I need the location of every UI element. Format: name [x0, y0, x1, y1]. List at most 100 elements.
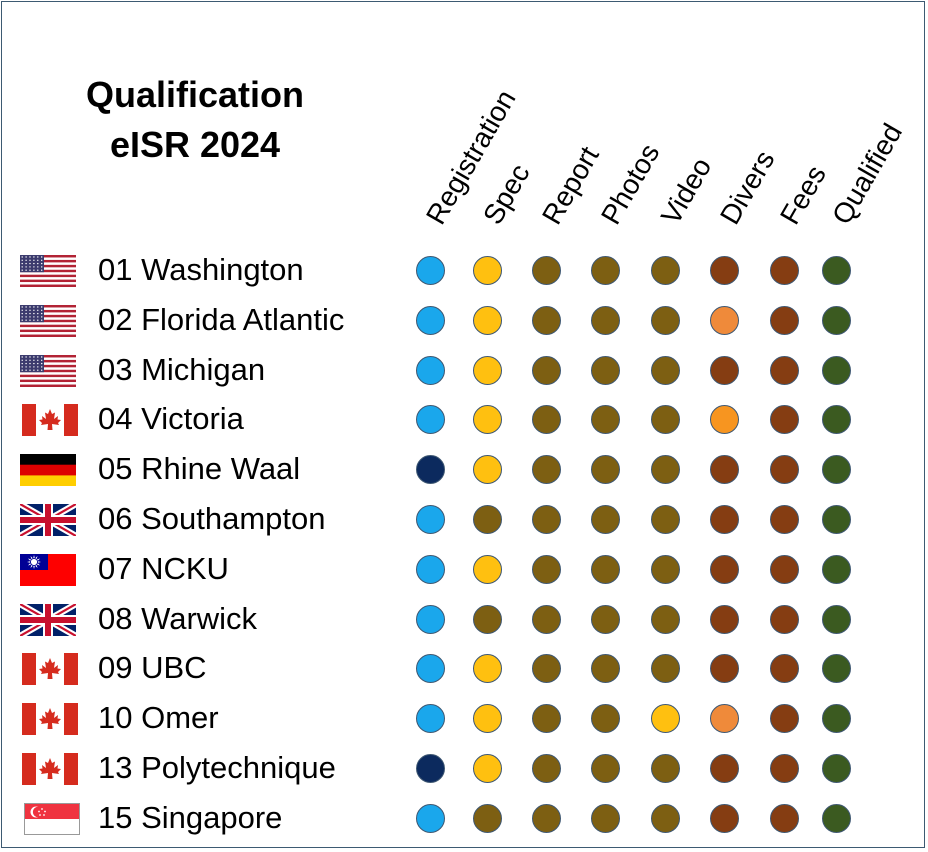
team-row: 03 Michigan: [0, 351, 928, 404]
status-dot-photos: [590, 654, 620, 684]
status-dot-fees: [769, 654, 799, 684]
status-dot-report: [531, 355, 561, 385]
team-row: 08 Warwick: [0, 600, 928, 653]
status-dot-registration: [415, 305, 445, 335]
team-label: 02 Florida Atlantic: [98, 301, 345, 337]
status-dot-video: [650, 505, 680, 534]
status-dot-fees: [769, 405, 799, 435]
team-row: 01 Washington: [0, 254, 928, 304]
status-dot-spec: [472, 505, 502, 534]
status-dot-video: [650, 405, 680, 435]
status-dot-divers: [709, 505, 739, 534]
team-label: 03 Michigan: [98, 351, 266, 387]
canada-flag-icon: [22, 753, 78, 785]
uk-flag-icon: [20, 504, 76, 536]
status-dot-divers: [709, 803, 739, 833]
title-line-2: eISR 2024: [109, 124, 281, 165]
status-dot-spec: [472, 355, 502, 385]
status-dot-registration: [415, 554, 445, 584]
status-dot-qualified: [821, 405, 851, 435]
status-dot-divers: [709, 754, 739, 783]
status-dot-photos: [590, 405, 620, 435]
status-dot-fees: [769, 256, 799, 285]
status-dot-qualified: [821, 604, 851, 634]
status-dot-fees: [769, 305, 799, 335]
status-dot-qualified: [821, 256, 851, 285]
status-dot-spec: [472, 754, 502, 783]
status-dot-fees: [769, 704, 799, 734]
team-label: 01 Washington: [98, 252, 304, 287]
status-dot-qualified: [821, 505, 851, 534]
uk-flag-icon: [20, 603, 76, 636]
team-row: 13 Polytechnique: [0, 752, 928, 802]
team-label: 10 Omer: [98, 700, 219, 736]
status-dot-report: [531, 803, 561, 833]
status-dot-divers: [709, 654, 739, 684]
status-dot-fees: [769, 604, 799, 634]
status-dot-registration: [415, 256, 445, 285]
status-dot-divers: [709, 405, 739, 435]
team-label: 08 Warwick: [98, 600, 258, 636]
status-dot-video: [650, 305, 680, 335]
team-row: 09 UBC: [0, 652, 928, 702]
status-dot-report: [531, 654, 561, 684]
status-dot-spec: [472, 256, 502, 285]
singapore-flag-icon: [24, 802, 80, 835]
status-dot-registration: [415, 405, 445, 435]
status-dot-report: [531, 405, 561, 435]
chart-title: Qualification eISR 2024: [70, 70, 320, 170]
status-dot-photos: [590, 305, 620, 335]
status-dot-divers: [709, 256, 739, 285]
team-row: 15 Singapore: [0, 801, 928, 852]
status-dot-fees: [769, 505, 799, 534]
status-dot-video: [650, 704, 680, 734]
status-dot-photos: [590, 256, 620, 285]
status-dot-divers: [709, 355, 739, 385]
status-dot-divers: [709, 305, 739, 335]
status-dot-report: [531, 505, 561, 534]
canada-flag-icon: [22, 703, 78, 736]
status-dot-photos: [590, 604, 620, 634]
status-dot-photos: [590, 754, 620, 783]
team-label: 13 Polytechnique: [98, 750, 336, 785]
status-dot-spec: [472, 305, 502, 335]
status-dot-report: [531, 604, 561, 634]
status-dot-qualified: [821, 654, 851, 684]
status-dot-registration: [415, 505, 445, 534]
status-dot-registration: [415, 704, 445, 734]
status-dot-spec: [472, 803, 502, 833]
status-dot-fees: [769, 803, 799, 833]
status-dot-report: [531, 256, 561, 285]
status-dot-spec: [472, 704, 502, 734]
taiwan-flag-icon: [20, 553, 76, 586]
team-row: 05 Rhine Waal: [0, 453, 928, 503]
status-dot-qualified: [821, 554, 851, 584]
status-dot-divers: [709, 455, 739, 485]
status-dot-photos: [590, 455, 620, 485]
status-dot-report: [531, 554, 561, 584]
status-dot-spec: [472, 554, 502, 584]
team-label: 07 NCKU: [98, 550, 229, 586]
canada-flag-icon: [22, 653, 78, 686]
status-dot-divers: [709, 604, 739, 634]
germany-flag-icon: [20, 454, 76, 487]
status-dot-divers: [709, 704, 739, 734]
status-dot-qualified: [821, 455, 851, 485]
usa-flag-icon: [20, 354, 76, 387]
team-label: 09 UBC: [98, 650, 207, 686]
status-dot-video: [650, 554, 680, 584]
status-dot-fees: [769, 355, 799, 385]
status-dot-registration: [415, 455, 445, 485]
status-dot-photos: [590, 554, 620, 584]
status-dot-video: [650, 256, 680, 285]
team-label: 05 Rhine Waal: [98, 451, 301, 487]
status-dot-qualified: [821, 305, 851, 335]
team-row: 06 Southampton: [0, 503, 928, 553]
status-dot-qualified: [821, 803, 851, 833]
status-dot-registration: [415, 754, 445, 783]
usa-flag-icon: [20, 255, 76, 287]
team-row: 07 NCKU: [0, 550, 928, 603]
team-row: 04 Victoria: [0, 403, 928, 453]
title-line-1: Qualification: [85, 74, 305, 115]
status-dot-video: [650, 455, 680, 485]
